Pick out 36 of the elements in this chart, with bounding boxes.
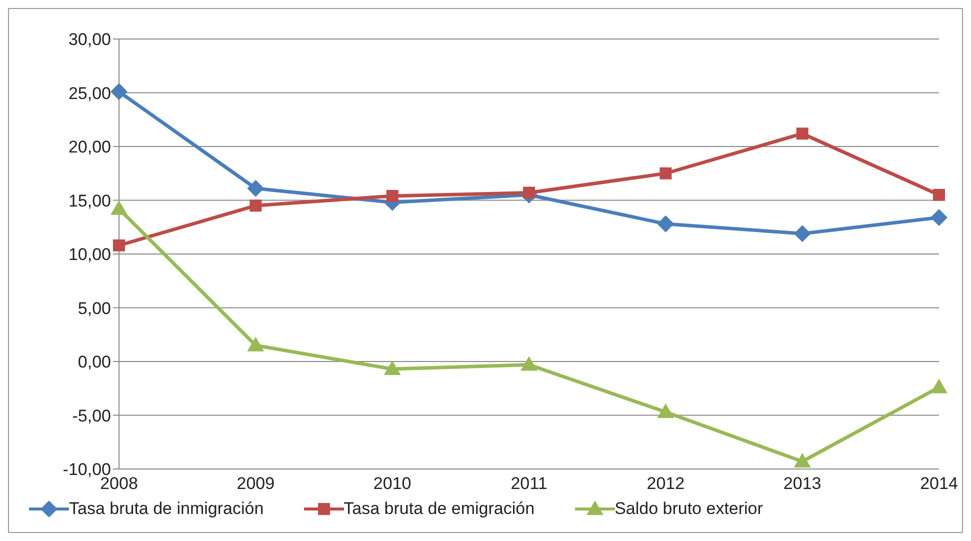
y-tick-label: 10,00 bbox=[68, 245, 111, 264]
y-tick-label: -5,00 bbox=[72, 406, 111, 426]
point bbox=[110, 83, 128, 100]
legend-label: Saldo bruto exterior bbox=[614, 499, 763, 519]
x-tick-label: 2014 bbox=[920, 474, 958, 494]
y-tick-label: 30,00 bbox=[68, 30, 111, 50]
y-tick-label: 25,00 bbox=[68, 84, 111, 103]
legend-label: Tasa bruta de inmigración bbox=[69, 499, 264, 519]
legend-label: Tasa bruta de emigración bbox=[344, 499, 535, 519]
point bbox=[796, 128, 808, 140]
point bbox=[657, 215, 674, 232]
y-tick-label: 15,00 bbox=[68, 191, 111, 210]
point bbox=[110, 200, 128, 215]
point bbox=[247, 336, 264, 352]
point bbox=[657, 404, 674, 418]
point bbox=[386, 190, 398, 202]
point bbox=[113, 239, 125, 252]
x-tick-label: 2008 bbox=[100, 474, 138, 494]
y-tick-label: 5,00 bbox=[78, 298, 111, 318]
x-tick-label: 2009 bbox=[236, 474, 275, 494]
point bbox=[520, 356, 538, 371]
x-tick-label: 2012 bbox=[646, 474, 685, 494]
point bbox=[384, 360, 401, 376]
point bbox=[247, 180, 264, 197]
point bbox=[794, 452, 811, 468]
x-tick-label: 2011 bbox=[510, 474, 548, 494]
y-tick-label: 0,00 bbox=[78, 352, 111, 372]
point bbox=[930, 378, 948, 394]
x-tick-label: 2013 bbox=[783, 474, 822, 494]
point bbox=[794, 225, 811, 242]
point bbox=[660, 167, 672, 180]
y-tick-label: 20,00 bbox=[68, 138, 111, 157]
point bbox=[933, 188, 945, 201]
point bbox=[930, 208, 948, 226]
x-tick-label: 2010 bbox=[373, 474, 412, 494]
point bbox=[250, 200, 262, 212]
